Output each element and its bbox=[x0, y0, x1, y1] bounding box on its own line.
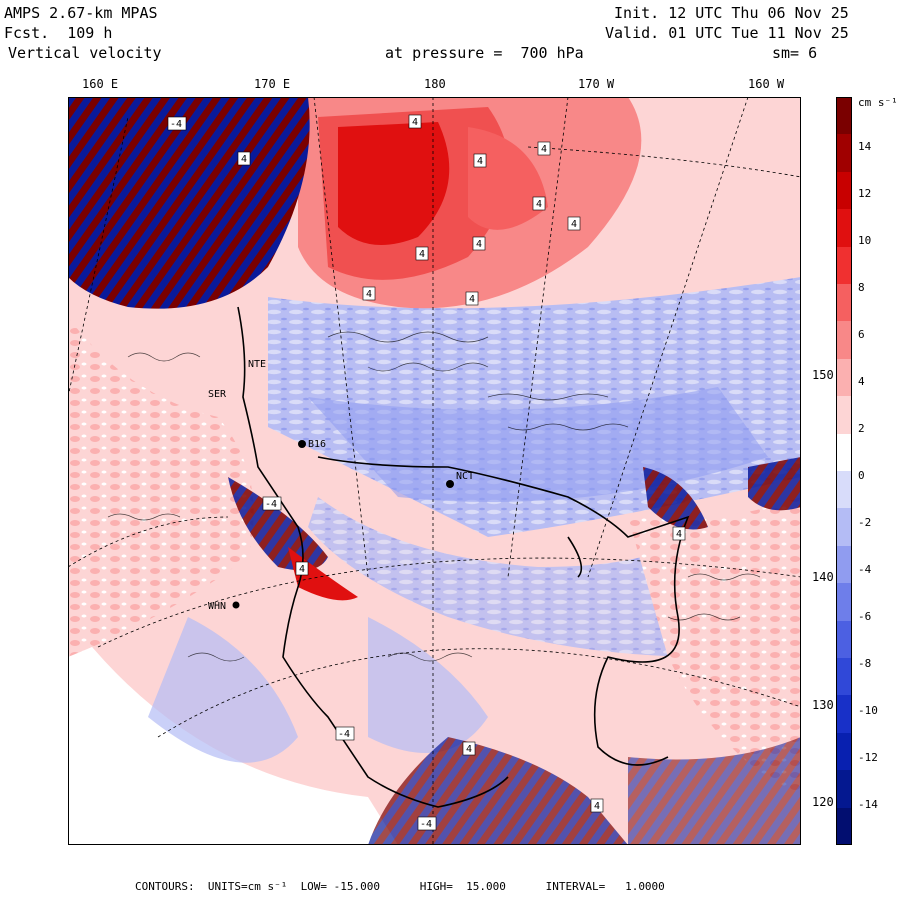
colorbar-tick-label: 8 bbox=[858, 281, 865, 294]
pink-east bbox=[628, 497, 801, 797]
ridge-red bbox=[288, 547, 358, 601]
colorbar-swatch bbox=[836, 620, 852, 659]
colorbar-swatch bbox=[836, 209, 852, 248]
init-time: Init. 12 UTC Thu 06 Nov 25 bbox=[614, 4, 849, 22]
colorbar-tick-label: 10 bbox=[858, 234, 872, 247]
svg-text:4: 4 bbox=[366, 289, 372, 300]
lon-label: 180 bbox=[424, 77, 446, 91]
smoothing: sm= 6 bbox=[772, 44, 818, 62]
vertical-velocity-map: B16 NCT WHN SER NTE 4 4 4 4 4 4 4 4 4 4 … bbox=[68, 97, 801, 845]
station-marker bbox=[232, 601, 240, 609]
colorbar-swatch bbox=[836, 358, 852, 397]
graticule bbox=[68, 97, 801, 845]
colorbar-border bbox=[836, 97, 852, 845]
station-label: NTE bbox=[248, 359, 266, 370]
red-region-east bbox=[468, 127, 548, 230]
colorbar-tick-label: 2 bbox=[858, 422, 865, 435]
no-data-region bbox=[68, 617, 398, 845]
forecast-hour: Fcst. 109 h bbox=[4, 24, 113, 42]
colorbar-tick-label: -2 bbox=[858, 516, 872, 529]
colorbar bbox=[836, 97, 852, 846]
svg-text:4: 4 bbox=[676, 529, 682, 540]
mountain-wave-field bbox=[68, 97, 310, 309]
station-label: NCT bbox=[456, 471, 474, 482]
svg-text:4: 4 bbox=[477, 156, 483, 167]
contour-labels: 4 4 4 4 4 4 4 4 4 4 4 4 -4 -4 -4 4 4 -4 bbox=[167, 114, 686, 831]
colorbar-swatch bbox=[836, 658, 852, 696]
colorbar-tick-label: 6 bbox=[858, 328, 865, 341]
colorbar-tick-label: -12 bbox=[858, 751, 878, 764]
svg-text:-4: -4 bbox=[170, 119, 182, 130]
svg-text:-4: -4 bbox=[265, 499, 277, 510]
colorbar-tick-label: 4 bbox=[858, 375, 865, 388]
svg-text:4: 4 bbox=[466, 744, 472, 755]
pink-west bbox=[68, 317, 254, 657]
colorbar-swatch bbox=[836, 583, 852, 622]
svg-text:4: 4 bbox=[412, 117, 418, 128]
lon-label: 160 E bbox=[82, 77, 119, 91]
south-wave-2 bbox=[628, 737, 801, 845]
colorbar-tick-label: -8 bbox=[858, 657, 872, 670]
colorbar-swatch bbox=[836, 545, 852, 584]
colorbar-tick-label: -10 bbox=[858, 704, 878, 717]
colorbar-swatch bbox=[836, 807, 852, 846]
blue-southwest bbox=[148, 617, 298, 763]
svg-text:-4: -4 bbox=[420, 819, 432, 830]
east-wave-1 bbox=[643, 467, 708, 530]
blue-south bbox=[368, 617, 488, 753]
pressure-level: at pressure = 700 hPa bbox=[385, 44, 584, 62]
colorbar-tick-label: 12 bbox=[858, 187, 872, 200]
colorbar-swatch bbox=[836, 695, 852, 734]
station-label: B16 bbox=[308, 439, 326, 450]
east-wave-2 bbox=[748, 457, 801, 511]
svg-text:4: 4 bbox=[541, 144, 547, 155]
colorbar-swatch bbox=[836, 134, 852, 173]
lon-label: 170 E bbox=[254, 77, 291, 91]
station-marker bbox=[446, 480, 454, 488]
colorbar-swatch bbox=[836, 321, 852, 360]
colorbar-swatch bbox=[836, 770, 852, 809]
svg-text:-4: -4 bbox=[338, 729, 350, 740]
station-label: SER bbox=[208, 389, 227, 400]
colorbar-swatch bbox=[836, 171, 852, 210]
coastline bbox=[237, 306, 690, 808]
colorbar-tick-label: -4 bbox=[858, 563, 872, 576]
svg-text:4: 4 bbox=[571, 219, 577, 230]
blue-plateau bbox=[308, 497, 708, 657]
red-region-core bbox=[338, 122, 450, 245]
colorbar-swatch bbox=[836, 433, 852, 472]
contour-lines bbox=[107, 331, 761, 662]
model-title: AMPS 2.67-km MPAS bbox=[4, 4, 158, 22]
station-markers: B16 NCT WHN SER NTE bbox=[208, 359, 474, 612]
station-label: WHN bbox=[208, 601, 226, 612]
contour-footer: CONTOURS: UNITS=cm s⁻¹ LOW= -15.000 HIGH… bbox=[135, 880, 665, 893]
colorbar-swatch bbox=[836, 471, 852, 509]
lon-label: 160 W bbox=[748, 77, 785, 91]
station-marker bbox=[298, 440, 306, 448]
colorbar-tick-label: -14 bbox=[858, 798, 878, 811]
svg-text:4: 4 bbox=[476, 239, 482, 250]
svg-text:4: 4 bbox=[594, 801, 600, 812]
colorbar-swatch bbox=[836, 284, 852, 322]
colorbar-tick-label: 0 bbox=[858, 469, 865, 482]
svg-text:4: 4 bbox=[299, 564, 305, 575]
field-name: Vertical velocity bbox=[8, 44, 162, 62]
colorbar-swatch bbox=[836, 246, 852, 285]
colorbar-swatch bbox=[836, 97, 852, 135]
colorbar-swatch bbox=[836, 508, 852, 547]
lon-label: 170 W bbox=[578, 77, 615, 91]
svg-text:4: 4 bbox=[241, 154, 247, 165]
colorbar-swatch bbox=[836, 732, 852, 771]
svg-text:4: 4 bbox=[469, 294, 475, 305]
colorbar-tick-label: -6 bbox=[858, 610, 872, 623]
map-border bbox=[68, 97, 801, 845]
svg-text:4: 4 bbox=[536, 199, 542, 210]
svg-text:4: 4 bbox=[419, 249, 425, 260]
colorbar-units: cm s⁻¹ bbox=[858, 96, 898, 109]
colorbar-tick-label: 14 bbox=[858, 140, 872, 153]
valid-time: Valid. 01 UTC Tue 11 Nov 25 bbox=[605, 24, 849, 42]
colorbar-swatch bbox=[836, 396, 852, 435]
